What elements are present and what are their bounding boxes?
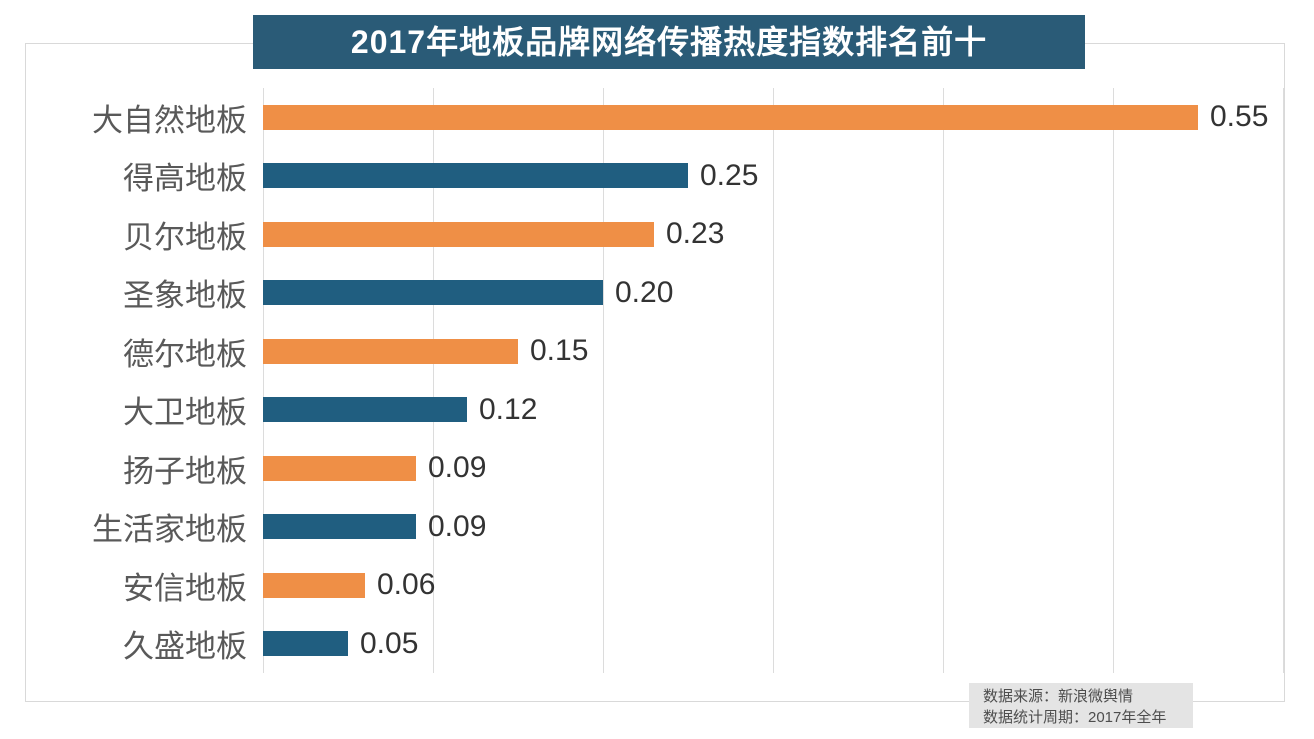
bar-row: 扬子地板 0.09 — [25, 439, 1283, 498]
value-label: 0.05 — [360, 626, 419, 660]
gridline — [943, 88, 944, 673]
category-label: 大卫地板 — [123, 395, 247, 431]
bar — [263, 514, 416, 540]
bar-row: 贝尔地板 0.23 — [25, 205, 1283, 264]
category-label: 圣象地板 — [123, 278, 247, 314]
bar — [263, 280, 603, 306]
plot-area — [263, 88, 1284, 673]
bar — [263, 631, 348, 657]
data-source-note: 数据来源：新浪微舆情 数据统计周期：2017年全年 — [969, 683, 1193, 728]
value-label: 0.09 — [428, 451, 487, 485]
category-label: 扬子地板 — [123, 453, 247, 489]
bar — [263, 104, 1198, 130]
value-label: 0.15 — [530, 334, 589, 368]
bar-row: 大卫地板 0.12 — [25, 381, 1283, 440]
bar-row: 安信地板 0.06 — [25, 556, 1283, 615]
gridline — [603, 88, 604, 673]
bar-row: 生活家地板 0.09 — [25, 498, 1283, 557]
category-label: 生活家地板 — [92, 512, 247, 548]
bar — [263, 221, 654, 247]
category-label: 大自然地板 — [92, 102, 247, 138]
bar — [263, 163, 688, 189]
value-label: 0.12 — [479, 392, 538, 426]
bar — [263, 455, 416, 481]
category-label: 得高地板 — [123, 161, 247, 197]
gridline — [1113, 88, 1114, 673]
bar-rows-container: 大自然地板 0.55 得高地板 0.25 贝尔地板 0.23 圣象地板 0.20 德尔地板 0.1… — [25, 88, 1283, 673]
bar-row: 圣象地板 0.20 — [25, 264, 1283, 323]
bar-row: 大自然地板 0.55 — [25, 88, 1283, 147]
gridline — [1283, 88, 1284, 673]
chart-title: 2017年地板品牌网络传播热度指数排名前十 — [253, 15, 1085, 69]
value-label: 0.09 — [428, 509, 487, 543]
value-label: 0.25 — [700, 158, 759, 192]
gridline — [263, 88, 264, 673]
category-label: 贝尔地板 — [123, 219, 247, 255]
value-label: 0.20 — [615, 275, 674, 309]
data-source-line: 数据来源：新浪微舆情 — [983, 688, 1134, 705]
gridline — [433, 88, 434, 673]
bar-row: 久盛地板 0.05 — [25, 615, 1283, 674]
value-label: 0.06 — [377, 568, 436, 602]
category-label: 德尔地板 — [123, 336, 247, 372]
bar-row: 德尔地板 0.15 — [25, 322, 1283, 381]
bar — [263, 572, 365, 598]
gridline — [773, 88, 774, 673]
bar-row: 得高地板 0.25 — [25, 147, 1283, 206]
value-label: 0.23 — [666, 217, 725, 251]
category-label: 久盛地板 — [123, 629, 247, 665]
bar — [263, 338, 518, 364]
bar — [263, 397, 467, 423]
data-period-line: 数据统计周期：2017年全年 — [983, 709, 1167, 726]
category-label: 安信地板 — [123, 570, 247, 606]
value-label: 0.55 — [1210, 100, 1269, 134]
